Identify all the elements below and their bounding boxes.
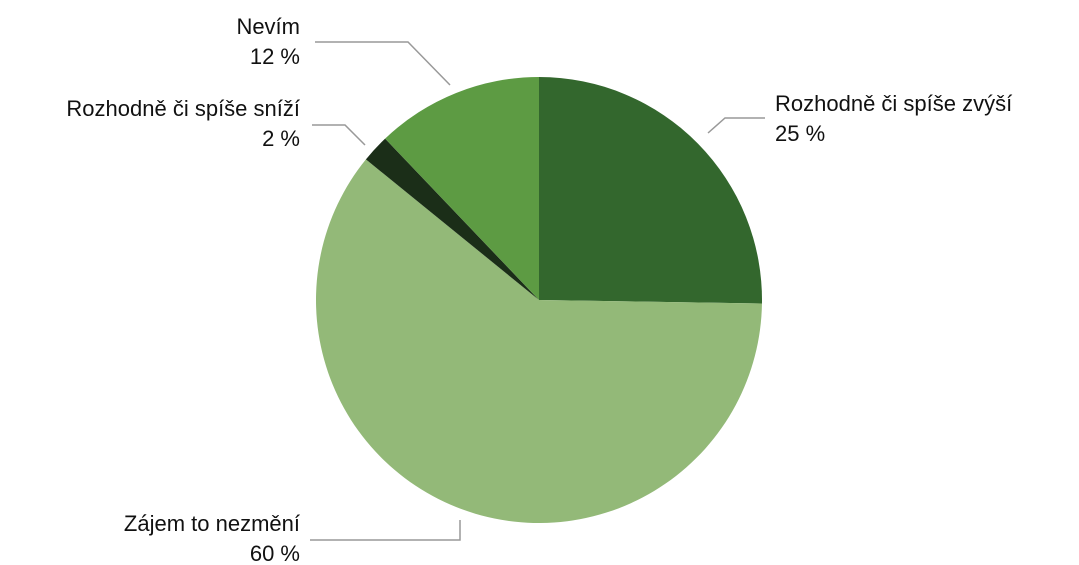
pie-slice xyxy=(385,77,539,300)
pie-slice xyxy=(539,77,762,304)
pie-slice xyxy=(365,138,539,300)
leader-line xyxy=(315,41,451,86)
slice-value-label: 60 % xyxy=(250,541,300,565)
pie-slice xyxy=(316,159,762,523)
leader-line xyxy=(312,124,366,146)
slice-label: Rozhodně či spíše sníží xyxy=(66,96,300,121)
leader-line xyxy=(310,520,461,541)
slice-value-label: 25 % xyxy=(775,121,825,146)
slice-label: Nevím xyxy=(236,14,300,39)
slice-label: Zájem to nezmění xyxy=(124,511,300,536)
slice-value-label: 2 % xyxy=(262,126,300,151)
slice-value-label: 12 % xyxy=(250,44,300,69)
leader-line xyxy=(707,117,765,134)
slice-label: Rozhodně či spíše zvýší xyxy=(775,91,1012,116)
